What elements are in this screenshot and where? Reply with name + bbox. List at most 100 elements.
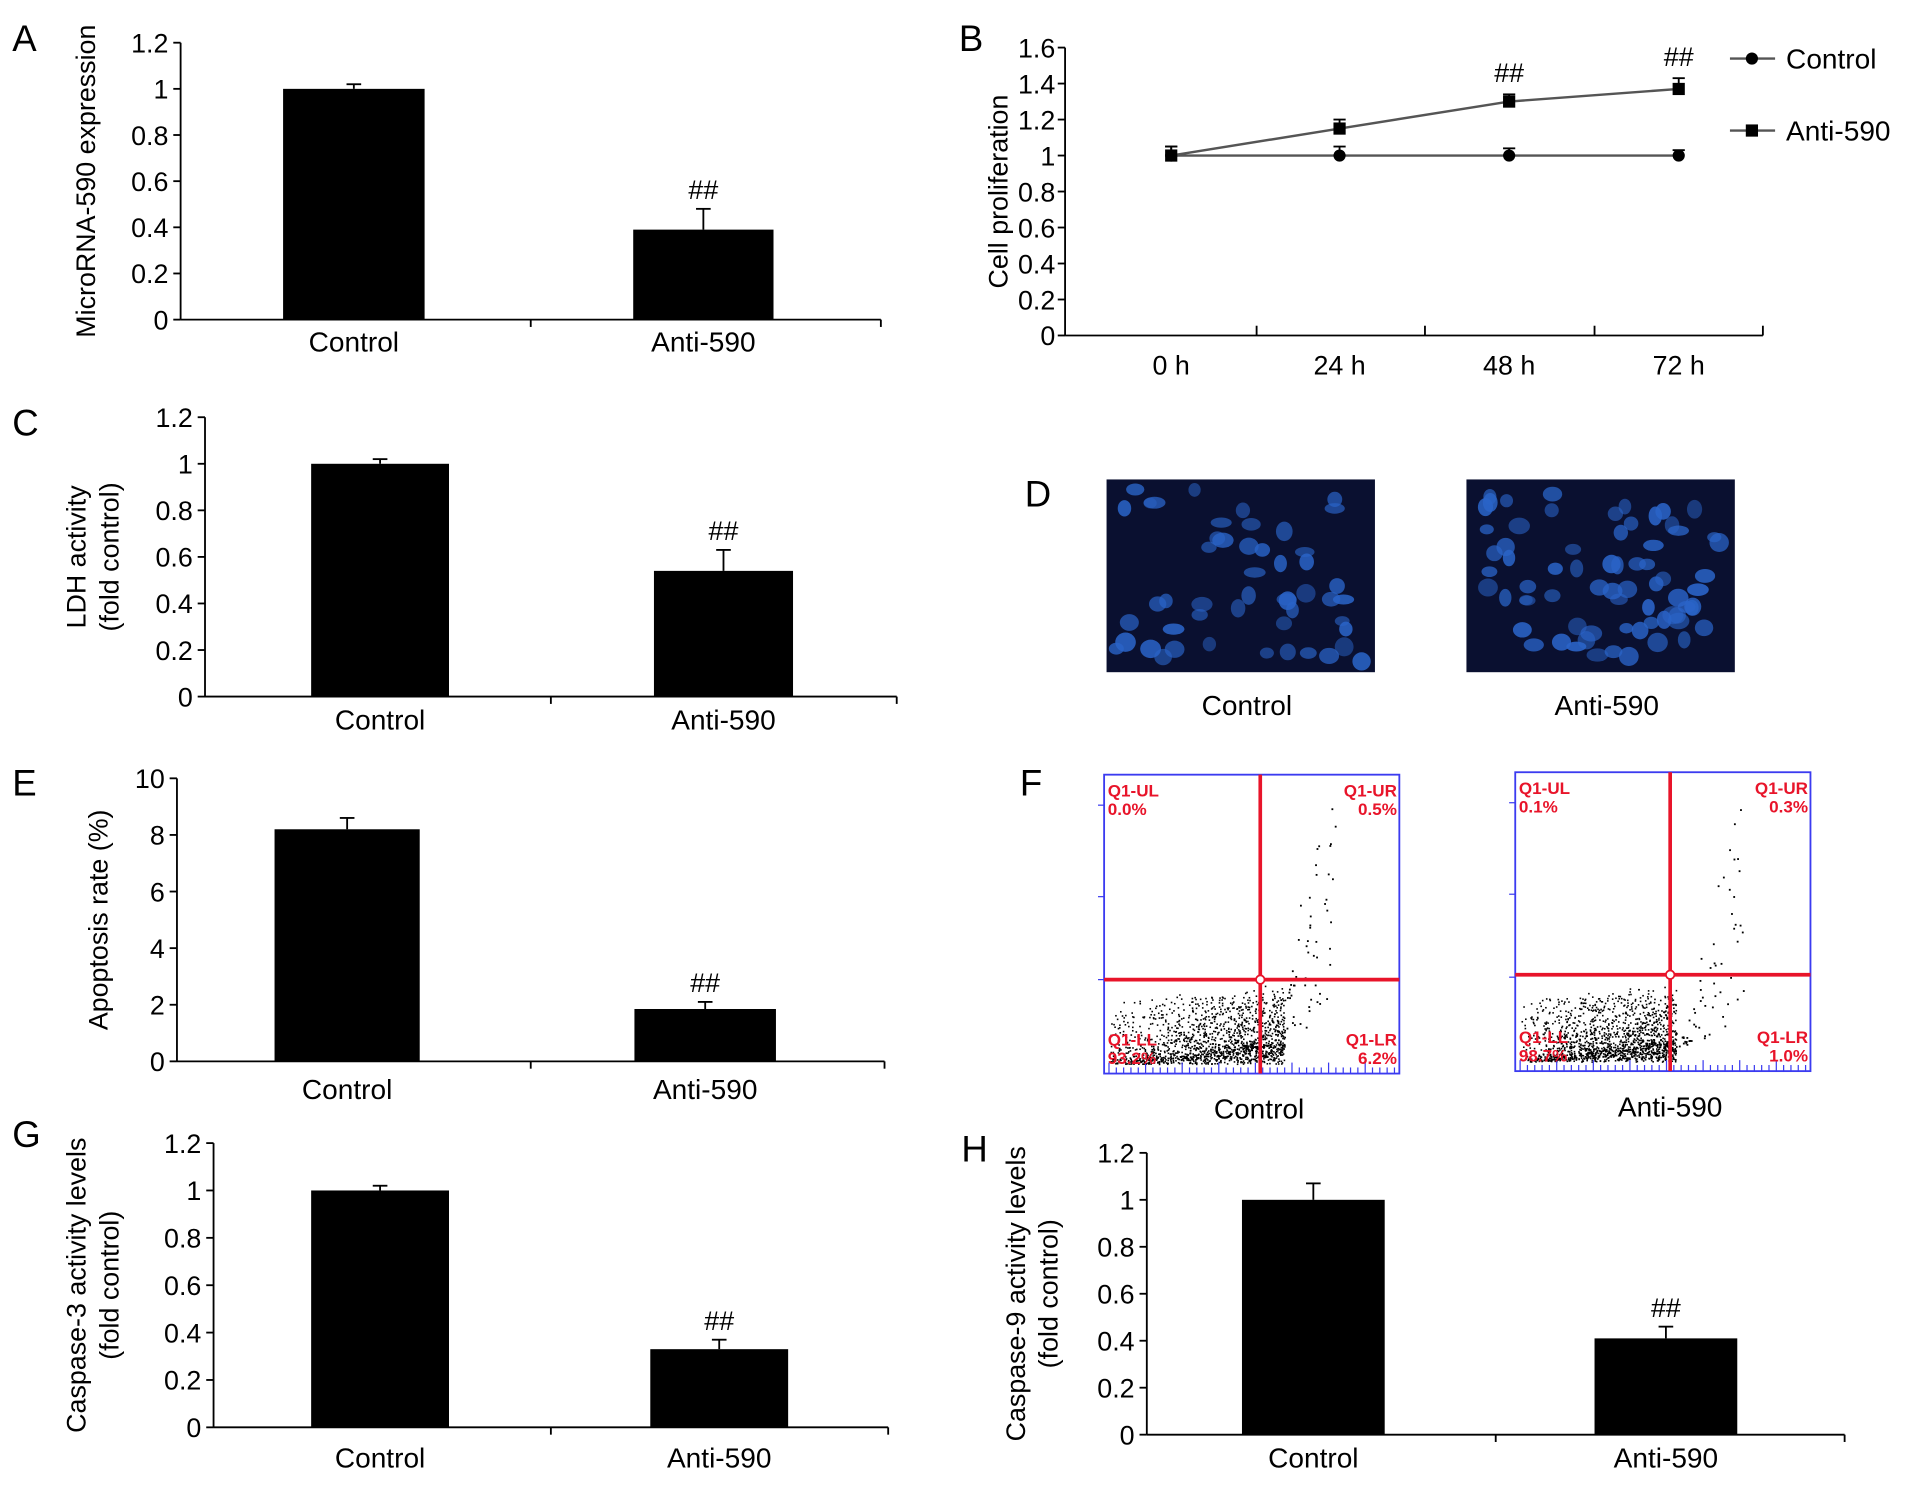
event-dot bbox=[1127, 1060, 1130, 1063]
gate-center bbox=[1255, 974, 1266, 985]
event-dot bbox=[1233, 1019, 1236, 1022]
event-dot bbox=[1267, 1059, 1270, 1061]
event-dot bbox=[1605, 1036, 1608, 1039]
event-dot bbox=[1568, 1017, 1571, 1019]
event-dot bbox=[1195, 1012, 1197, 1015]
event-dot bbox=[1698, 1026, 1701, 1029]
event-dot bbox=[1240, 1009, 1243, 1011]
event-dot bbox=[1250, 1047, 1253, 1050]
event-dot bbox=[1155, 1057, 1158, 1059]
event-dot bbox=[1119, 1061, 1121, 1064]
event-dot bbox=[1218, 1044, 1221, 1046]
event-dot bbox=[1265, 1050, 1267, 1053]
event-dot bbox=[1594, 1009, 1597, 1011]
event-dot bbox=[1278, 1043, 1280, 1046]
event-dot bbox=[1665, 1056, 1667, 1059]
cell-nucleus bbox=[1481, 566, 1498, 577]
event-dot bbox=[1553, 1007, 1555, 1010]
event-dot bbox=[1234, 1042, 1236, 1044]
event-dot bbox=[1186, 1044, 1189, 1047]
event-dot bbox=[1238, 1014, 1241, 1017]
event-dot bbox=[1122, 1030, 1125, 1033]
event-dot bbox=[1170, 1060, 1172, 1063]
event-dot bbox=[1634, 1048, 1636, 1050]
event-dot bbox=[1564, 1037, 1566, 1040]
event-dot bbox=[1290, 984, 1293, 986]
significance-marker: ## bbox=[688, 175, 718, 205]
event-dot bbox=[1624, 1043, 1627, 1046]
event-dot bbox=[1217, 1047, 1220, 1049]
event-dot bbox=[1221, 1053, 1223, 1055]
event-dot bbox=[1674, 1042, 1676, 1044]
event-dot bbox=[1228, 1034, 1230, 1036]
event-dot bbox=[1158, 1063, 1161, 1066]
event-dot bbox=[1199, 1034, 1202, 1036]
y-tick-label: 0.2 bbox=[1097, 1373, 1134, 1403]
cell-nucleus bbox=[1656, 610, 1672, 629]
event-dot bbox=[1580, 1001, 1583, 1004]
event-dot bbox=[1638, 1054, 1640, 1057]
event-dot bbox=[1255, 1050, 1257, 1053]
event-dot bbox=[1202, 1060, 1205, 1063]
event-dot bbox=[1553, 1044, 1555, 1047]
bar bbox=[650, 1349, 789, 1428]
event-dot bbox=[1283, 1048, 1285, 1050]
event-dot bbox=[1226, 1049, 1228, 1051]
event-dot bbox=[1236, 1048, 1239, 1050]
event-dot bbox=[1332, 878, 1334, 881]
event-dot bbox=[1641, 1004, 1644, 1007]
event-dot bbox=[1184, 1037, 1187, 1040]
event-dot bbox=[1185, 1036, 1188, 1039]
event-dot bbox=[1248, 1006, 1251, 1009]
event-dot bbox=[1276, 1012, 1278, 1014]
event-dot bbox=[1551, 1040, 1554, 1043]
event-dot bbox=[1234, 1023, 1236, 1025]
event-dot bbox=[1214, 1008, 1216, 1010]
event-dot bbox=[1547, 1050, 1549, 1053]
event-dot bbox=[1655, 1042, 1657, 1045]
event-dot bbox=[1593, 1034, 1596, 1036]
event-dot bbox=[1219, 1055, 1222, 1057]
cell-nucleus bbox=[1586, 648, 1609, 662]
event-dot bbox=[1246, 1042, 1248, 1045]
event-dot bbox=[1280, 1040, 1282, 1043]
event-dot bbox=[1243, 996, 1245, 999]
event-dot bbox=[1148, 1061, 1151, 1064]
event-dot bbox=[1570, 1049, 1573, 1052]
event-dot bbox=[1549, 999, 1552, 1002]
event-dot bbox=[1195, 1039, 1198, 1042]
event-dot bbox=[1598, 1049, 1600, 1052]
event-dot bbox=[1223, 1047, 1226, 1050]
event-dot bbox=[1664, 1044, 1667, 1046]
event-dot bbox=[1111, 1023, 1113, 1025]
event-dot bbox=[1271, 1011, 1273, 1014]
cell-nucleus bbox=[1479, 524, 1494, 535]
event-dot bbox=[1648, 1048, 1650, 1051]
event-dot bbox=[1644, 1058, 1647, 1061]
event-dot bbox=[1666, 1018, 1669, 1020]
event-dot bbox=[1319, 992, 1321, 995]
event-dot bbox=[1206, 1000, 1208, 1003]
event-dot bbox=[1245, 1047, 1248, 1050]
event-dot bbox=[1207, 1059, 1209, 1061]
event-dot bbox=[1309, 924, 1312, 927]
event-dot bbox=[1684, 1040, 1687, 1043]
event-dot bbox=[1239, 1052, 1241, 1055]
event-dot bbox=[1565, 1058, 1568, 1061]
event-dot bbox=[1189, 1047, 1192, 1049]
event-dot bbox=[1162, 1057, 1165, 1059]
event-dot bbox=[1235, 1052, 1238, 1054]
x-tick-label: Control bbox=[335, 1443, 425, 1474]
event-dot bbox=[1256, 1021, 1259, 1023]
event-dot bbox=[1164, 1051, 1166, 1054]
event-dot bbox=[1255, 1008, 1258, 1011]
event-dot bbox=[1238, 1010, 1241, 1012]
event-dot bbox=[1125, 1036, 1128, 1039]
event-dot bbox=[1118, 1027, 1121, 1029]
event-dot bbox=[1153, 1059, 1156, 1062]
event-dot bbox=[1153, 1054, 1156, 1057]
event-dot bbox=[1582, 1060, 1585, 1063]
event-dot bbox=[1118, 1047, 1121, 1050]
event-dot bbox=[1650, 1054, 1653, 1057]
event-dot bbox=[1127, 1047, 1129, 1049]
